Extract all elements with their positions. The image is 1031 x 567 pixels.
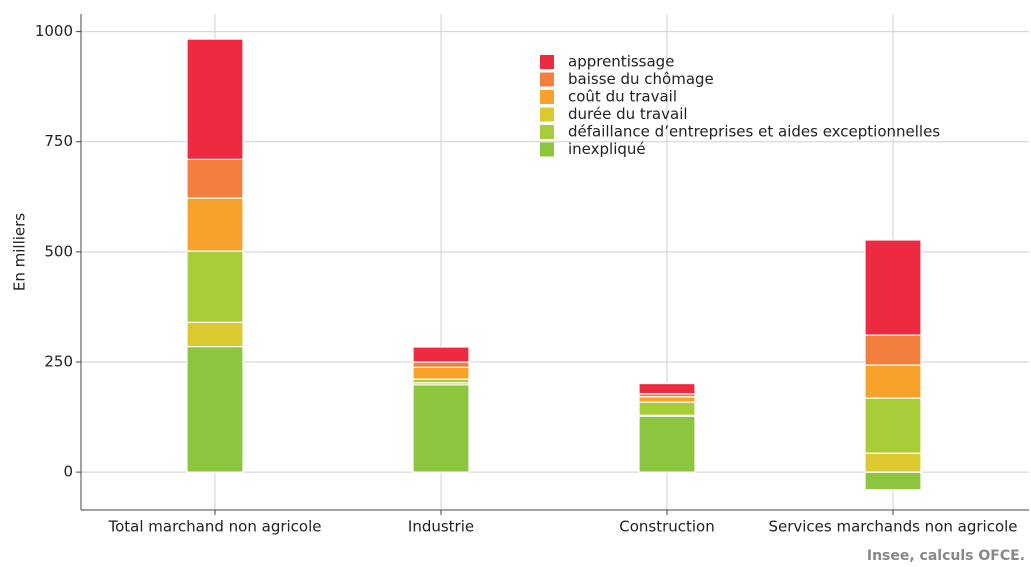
y-tick-label: 750 [44, 132, 73, 150]
bar-segment [186, 321, 244, 348]
legend-swatch [540, 90, 554, 104]
bar-segment [412, 384, 470, 473]
bar-segment [638, 382, 696, 395]
bar-segment [186, 345, 244, 473]
legend-label: coût du travail [568, 88, 677, 106]
source: Insee, calculs OFCE. [867, 548, 1025, 564]
y-tick-label: 1000 [35, 22, 73, 40]
bar-segment [186, 38, 244, 160]
y-tick-label: 0 [63, 463, 73, 481]
x-tick-label: Construction [619, 518, 715, 536]
bar-segment [864, 364, 922, 399]
legend-swatch [540, 107, 554, 122]
legend-label: durée du travail [568, 105, 688, 123]
bar-segment [412, 361, 470, 368]
legend-label: inexpliqué [568, 140, 646, 158]
bar-segment [412, 346, 470, 363]
x-tick-label: Total marchand non agricole [107, 518, 321, 536]
legend-label: baisse du chômage [568, 70, 714, 88]
x-tick-label: Industrie [408, 518, 474, 536]
bar-segment [638, 396, 696, 403]
legend-swatch [540, 72, 554, 87]
bar-segment [864, 334, 922, 366]
bar-segment [864, 452, 922, 473]
bar-segment [864, 239, 922, 336]
x-tick-label: Services marchands non agricole [768, 518, 1017, 536]
legend-swatch [540, 55, 554, 69]
legend-swatch [540, 125, 554, 139]
bar-segment [186, 197, 244, 252]
bar-segment [638, 415, 696, 473]
bar-segment [638, 401, 696, 416]
bar-segment [412, 366, 470, 380]
y-tick-label: 250 [44, 352, 73, 370]
bar-segment [186, 250, 244, 323]
legend-label: défaillance d’entreprises et aides excep… [568, 123, 940, 141]
bar-segment [186, 158, 244, 199]
bar-segment [864, 397, 922, 454]
bar-segment [864, 471, 922, 491]
y-tick-label: 500 [44, 242, 73, 260]
legend-label: apprentissage [568, 53, 674, 71]
legend-swatch [540, 142, 554, 157]
y-axis-label: En milliers [11, 213, 29, 291]
